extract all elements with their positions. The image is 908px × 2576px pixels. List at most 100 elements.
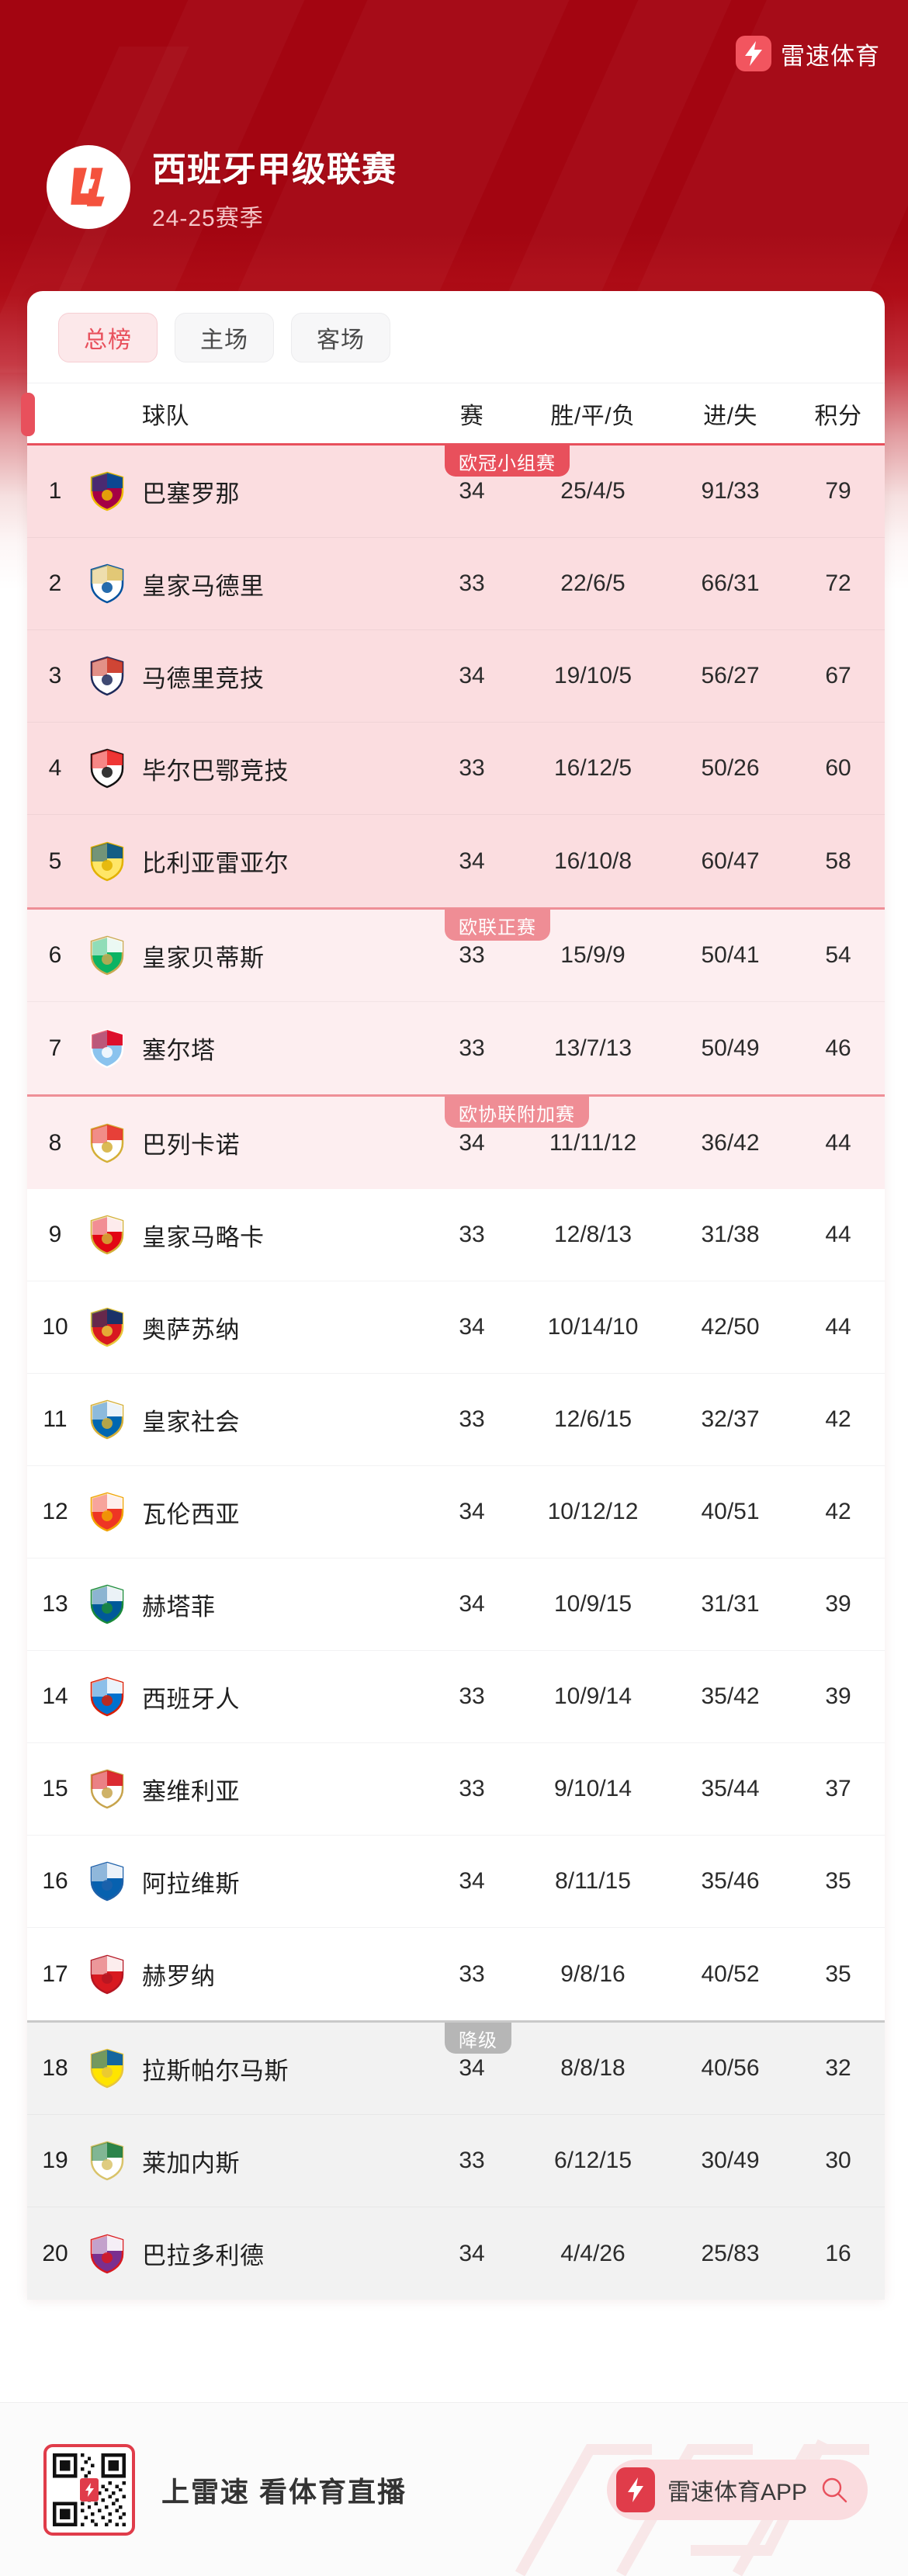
standings-card: 总榜 主场 客场 球队 赛 胜/平/负 进/失 积分 欧冠小组赛 1 巴塞罗那 34… xyxy=(21,291,885,2300)
row-wdl: 16/12/5 xyxy=(553,755,632,781)
row-played: 34 xyxy=(459,1129,485,1156)
row-goals: 31/38 xyxy=(701,1222,760,1247)
table-header-row: 球队 赛 胜/平/负 进/失 积分 xyxy=(21,383,885,443)
row-crest xyxy=(83,1676,131,1717)
table-row[interactable]: 2 皇家马德里 33 22/6/5 66/31 72 xyxy=(27,538,885,630)
fc-barcelona-crest-icon xyxy=(90,471,124,511)
table-row[interactable]: 6 皇家贝蒂斯 33 15/9/9 50/41 54 xyxy=(27,910,885,1002)
zone-badge-releg: 降级 xyxy=(445,2023,511,2054)
row-team-name: 皇家贝蒂斯 xyxy=(142,944,265,972)
row-team-name: 皇家社会 xyxy=(142,1408,240,1436)
row-rank: 6 xyxy=(48,942,62,968)
row-wdl: 8/11/15 xyxy=(555,1868,631,1894)
row-goals: 50/26 xyxy=(701,755,760,781)
tab-total[interactable]: 总榜 xyxy=(58,313,158,362)
tab-home[interactable]: 主场 xyxy=(175,313,274,362)
row-played: 33 xyxy=(459,2148,485,2173)
table-row[interactable]: 7 塞尔塔 33 13/7/13 50/49 46 xyxy=(27,1002,885,1094)
row-played: 33 xyxy=(459,570,485,596)
row-rank: 18 xyxy=(42,2055,68,2081)
row-rank: 10 xyxy=(42,1314,68,1340)
row-team-name: 塞维利亚 xyxy=(142,1777,240,1805)
table-row[interactable]: 8 巴列卡诺 34 11/11/12 36/42 44 xyxy=(27,1097,885,1189)
row-points: 44 xyxy=(825,1222,851,1247)
row-played: 33 xyxy=(459,1406,485,1432)
table-row[interactable]: 17 赫罗纳 33 9/8/16 40/52 35 xyxy=(27,1928,885,2020)
table-row[interactable]: 18 拉斯帕尔马斯 34 8/8/18 40/56 32 xyxy=(27,2023,885,2115)
site-brand-label: 雷速体育 xyxy=(781,42,880,70)
row-played: 34 xyxy=(459,848,485,874)
row-team-name: 毕尔巴鄂竞技 xyxy=(142,757,289,785)
search-icon[interactable] xyxy=(820,2475,849,2505)
sevilla-crest-icon xyxy=(90,1769,124,1809)
row-rank: 4 xyxy=(48,755,62,781)
table-row[interactable]: 10 奥萨苏纳 34 10/14/10 42/50 44 xyxy=(27,1281,885,1374)
qr-code-icon[interactable] xyxy=(43,2443,135,2536)
row-crest xyxy=(83,1769,131,1809)
row-goals: 35/44 xyxy=(701,1776,760,1801)
table-row[interactable]: 4 毕尔巴鄂竞技 33 16/12/5 50/26 60 xyxy=(27,723,885,815)
table-row[interactable]: 5 比利亚雷亚尔 34 16/10/8 60/47 58 xyxy=(27,815,885,907)
row-goals: 56/27 xyxy=(701,663,760,688)
row-played: 34 xyxy=(459,478,485,504)
table-row[interactable]: 12 瓦伦西亚 34 10/12/12 40/51 42 xyxy=(27,1466,885,1558)
row-team-name: 巴拉多利德 xyxy=(142,2242,265,2269)
row-crest xyxy=(83,1954,131,1995)
row-rank: 12 xyxy=(42,1499,68,1524)
row-points: 32 xyxy=(825,2055,851,2081)
row-played: 33 xyxy=(459,1683,485,1709)
row-points: 60 xyxy=(825,755,851,781)
row-team-name: 马德里竞技 xyxy=(142,664,265,692)
row-wdl: 22/6/5 xyxy=(560,570,626,596)
table-row[interactable]: 16 阿拉维斯 34 8/11/15 35/46 35 xyxy=(27,1836,885,1928)
row-crest xyxy=(83,2234,131,2274)
row-goals: 42/50 xyxy=(701,1314,760,1340)
tab-away[interactable]: 客场 xyxy=(291,313,390,362)
standings-tabs: 总榜 主场 客场 xyxy=(27,291,885,383)
alaves-crest-icon xyxy=(90,1861,124,1902)
table-row[interactable]: 3 马德里竞技 34 19/10/5 56/27 67 xyxy=(27,630,885,723)
row-rank: 7 xyxy=(48,1035,62,1061)
real-betis-crest-icon xyxy=(90,935,124,976)
row-rank: 9 xyxy=(48,1222,62,1247)
row-team-name: 赫罗纳 xyxy=(142,1963,216,1990)
zone-badge-uecl: 欧协联附加赛 xyxy=(445,1097,589,1128)
row-team-name: 西班牙人 xyxy=(142,1685,240,1713)
row-crest xyxy=(83,2141,131,2181)
standings-body: 欧冠小组赛 1 巴塞罗那 34 25/4/5 91/33 79 2 皇家马德里 33 22/6/… xyxy=(27,443,885,2300)
row-rank: 16 xyxy=(42,1868,68,1894)
row-wdl: 19/10/5 xyxy=(553,663,632,688)
table-row[interactable]: 13 赫塔菲 34 10/9/15 31/31 39 xyxy=(27,1558,885,1651)
app-button-label: 雷速体育APP xyxy=(667,2479,807,2505)
row-wdl: 4/4/26 xyxy=(560,2240,626,2266)
osasuna-crest-icon xyxy=(90,1307,124,1347)
row-wdl: 6/12/15 xyxy=(553,2148,632,2173)
row-goals: 50/41 xyxy=(701,942,760,968)
row-rank: 5 xyxy=(48,848,62,874)
leganes-crest-icon xyxy=(90,2141,124,2181)
row-team-name: 赫塔菲 xyxy=(142,1593,216,1621)
download-app-button[interactable]: 雷速体育APP xyxy=(606,2459,868,2520)
mallorca-crest-icon xyxy=(90,1215,124,1255)
row-played: 34 xyxy=(459,1591,485,1617)
row-played: 33 xyxy=(459,1961,485,1987)
table-row[interactable]: 20 巴拉多利德 34 4/4/26 25/83 16 xyxy=(27,2207,885,2300)
row-goals: 40/52 xyxy=(701,1961,760,1987)
row-team-name: 皇家马略卡 xyxy=(142,1223,265,1251)
athletic-bilbao-crest-icon xyxy=(90,748,124,789)
table-row[interactable]: 19 莱加内斯 33 6/12/15 30/49 30 xyxy=(27,2115,885,2207)
table-row[interactable]: 11 皇家社会 33 12/6/15 32/37 42 xyxy=(27,1374,885,1466)
row-points: 72 xyxy=(825,570,851,596)
table-row[interactable]: 15 塞维利亚 33 9/10/14 35/44 37 xyxy=(27,1743,885,1836)
row-crest xyxy=(83,841,131,882)
row-played: 34 xyxy=(459,663,485,688)
espanyol-crest-icon xyxy=(90,1676,124,1717)
girona-crest-icon xyxy=(90,1954,124,1994)
table-row[interactable]: 9 皇家马略卡 33 12/8/13 31/38 44 xyxy=(27,1189,885,1281)
row-crest xyxy=(83,1861,131,1902)
row-crest xyxy=(83,1215,131,1255)
table-row[interactable]: 14 西班牙人 33 10/9/14 35/42 39 xyxy=(27,1651,885,1743)
row-played: 33 xyxy=(459,942,485,968)
row-rank: 15 xyxy=(42,1776,68,1801)
table-row[interactable]: 1 巴塞罗那 34 25/4/5 91/33 79 xyxy=(27,446,885,538)
